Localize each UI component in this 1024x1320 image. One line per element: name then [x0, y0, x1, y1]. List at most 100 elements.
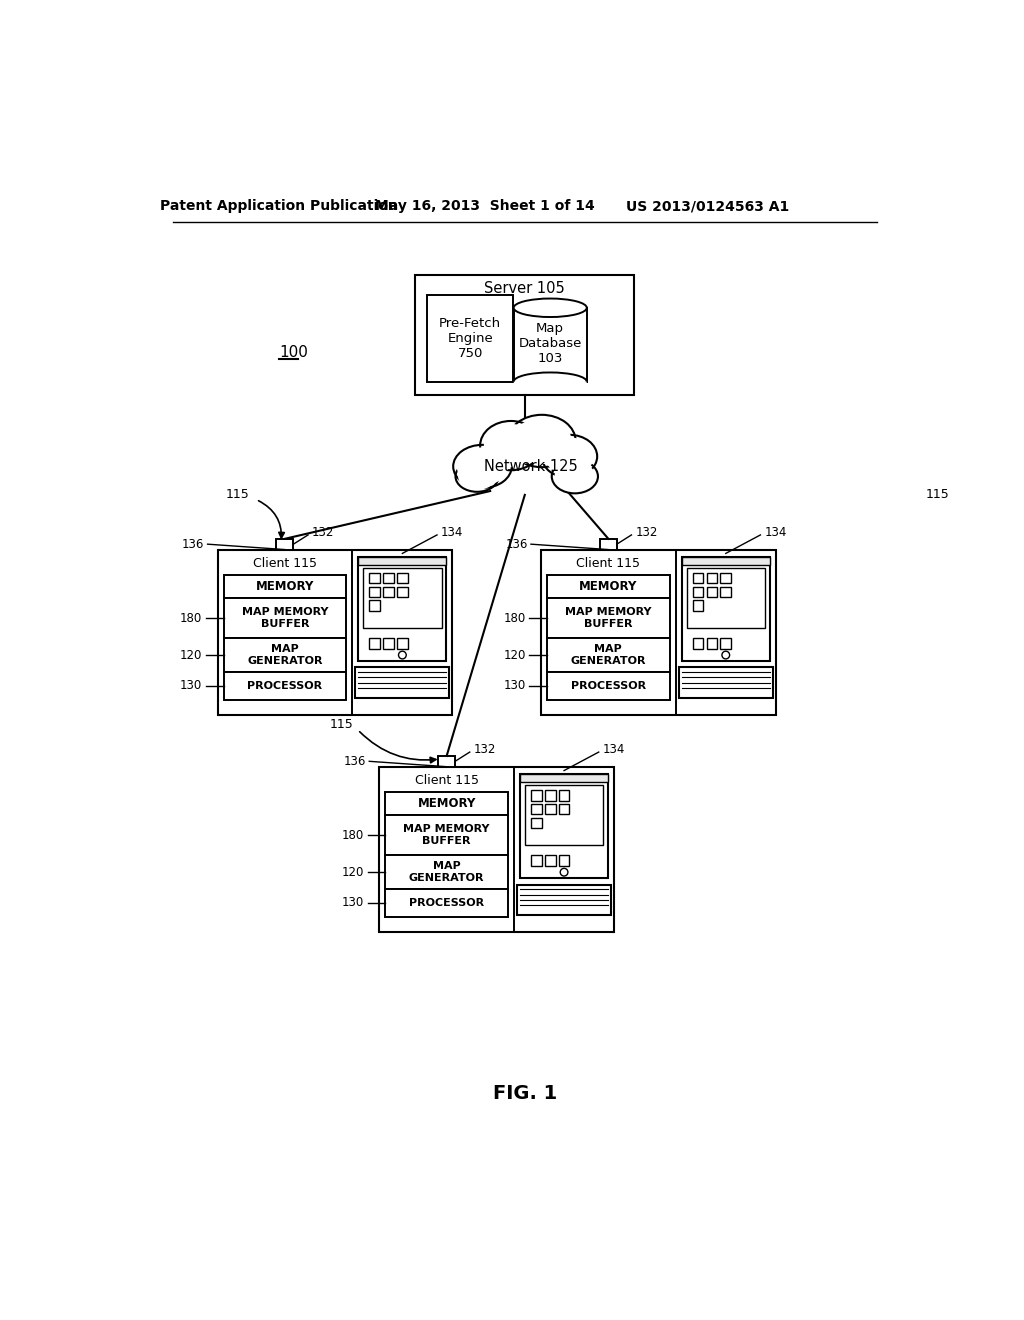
Bar	[682, 557, 770, 565]
Text: 120: 120	[341, 866, 364, 879]
Text: PROCESSOR: PROCESSOR	[409, 898, 484, 908]
Bar	[720, 586, 731, 597]
Ellipse shape	[456, 461, 499, 492]
Bar	[364, 568, 441, 628]
Bar	[692, 638, 703, 649]
FancyArrowPatch shape	[931, 504, 940, 541]
Bar	[531, 817, 542, 829]
Bar	[223, 672, 346, 700]
Bar	[517, 884, 611, 915]
Bar	[385, 890, 508, 917]
Bar	[720, 638, 731, 649]
Text: 120: 120	[503, 648, 525, 661]
Bar	[385, 855, 508, 890]
Ellipse shape	[458, 463, 496, 490]
Text: 100: 100	[280, 345, 308, 360]
Text: Client 115: Client 115	[253, 557, 317, 570]
Circle shape	[722, 651, 730, 659]
Bar	[692, 586, 703, 597]
Text: MAP
GENERATOR: MAP GENERATOR	[570, 644, 646, 665]
Bar	[223, 638, 346, 672]
Bar	[547, 576, 670, 598]
Bar	[370, 601, 380, 611]
Text: Patent Application Publication: Patent Application Publication	[160, 199, 397, 213]
Text: Client 115: Client 115	[577, 557, 640, 570]
Bar	[692, 573, 703, 583]
Text: Pre-Fetch
Engine
750: Pre-Fetch Engine 750	[439, 317, 501, 360]
Text: MAP
GENERATOR: MAP GENERATOR	[247, 644, 323, 665]
Text: 130: 130	[180, 680, 202, 693]
Ellipse shape	[483, 424, 538, 467]
Bar	[547, 638, 670, 672]
Text: Server 105: Server 105	[484, 281, 565, 296]
Text: 115: 115	[225, 487, 249, 500]
Text: 132: 132	[312, 527, 334, 539]
Bar	[370, 638, 380, 649]
Text: FIG. 1: FIG. 1	[493, 1085, 557, 1104]
Text: 136: 136	[506, 537, 528, 550]
FancyArrowPatch shape	[359, 731, 436, 763]
Bar	[416, 276, 634, 395]
Bar	[276, 539, 294, 549]
Text: MAP MEMORY
BUFFER: MAP MEMORY BUFFER	[242, 607, 329, 628]
Text: 115: 115	[926, 487, 949, 500]
Bar	[720, 573, 731, 583]
Text: MEMORY: MEMORY	[418, 797, 476, 810]
Text: Map
Database
103: Map Database 103	[518, 322, 582, 364]
Bar	[397, 638, 408, 649]
Bar	[545, 789, 556, 800]
Bar	[531, 855, 542, 866]
Ellipse shape	[552, 459, 598, 494]
Bar	[559, 789, 569, 800]
Text: 134: 134	[764, 527, 786, 539]
Bar	[531, 789, 542, 800]
Text: 180: 180	[504, 611, 525, 624]
Text: 180: 180	[180, 611, 202, 624]
Bar	[682, 557, 770, 661]
Bar	[547, 598, 670, 638]
Text: 136: 136	[182, 537, 205, 550]
Text: PROCESSOR: PROCESSOR	[570, 681, 646, 690]
Bar	[397, 586, 408, 597]
Bar	[524, 785, 603, 845]
Circle shape	[398, 651, 407, 659]
Bar	[520, 775, 608, 781]
Text: 115: 115	[330, 718, 353, 731]
Bar	[531, 804, 542, 814]
Text: ...: ...	[597, 883, 605, 892]
Text: Network 125: Network 125	[484, 459, 578, 474]
Bar	[383, 573, 394, 583]
Text: MEMORY: MEMORY	[256, 579, 314, 593]
Text: 130: 130	[504, 680, 525, 693]
Text: 136: 136	[344, 755, 367, 768]
Text: MAP MEMORY
BUFFER: MAP MEMORY BUFFER	[565, 607, 651, 628]
Ellipse shape	[514, 298, 587, 317]
Text: 132: 132	[473, 743, 496, 756]
Bar	[383, 638, 394, 649]
Bar	[520, 775, 608, 878]
Bar	[370, 573, 380, 583]
Bar	[559, 804, 569, 814]
Bar	[385, 816, 508, 855]
Ellipse shape	[512, 418, 571, 465]
Text: MAP
GENERATOR: MAP GENERATOR	[409, 862, 484, 883]
Ellipse shape	[542, 434, 597, 478]
Bar	[383, 586, 394, 597]
Bar	[679, 668, 773, 698]
Bar	[547, 672, 670, 700]
Circle shape	[560, 869, 568, 876]
Bar	[545, 855, 556, 866]
Text: 130: 130	[342, 896, 364, 909]
Bar	[707, 573, 717, 583]
Ellipse shape	[545, 437, 594, 475]
Bar	[370, 586, 380, 597]
Text: MEMORY: MEMORY	[580, 579, 638, 593]
Ellipse shape	[555, 462, 595, 491]
Bar	[379, 767, 614, 932]
Bar	[358, 557, 446, 565]
Bar	[385, 792, 508, 816]
Text: ...: ...	[435, 667, 443, 675]
Bar	[545, 804, 556, 814]
Text: 134: 134	[602, 743, 625, 756]
Text: MAP MEMORY
BUFFER: MAP MEMORY BUFFER	[403, 825, 489, 846]
